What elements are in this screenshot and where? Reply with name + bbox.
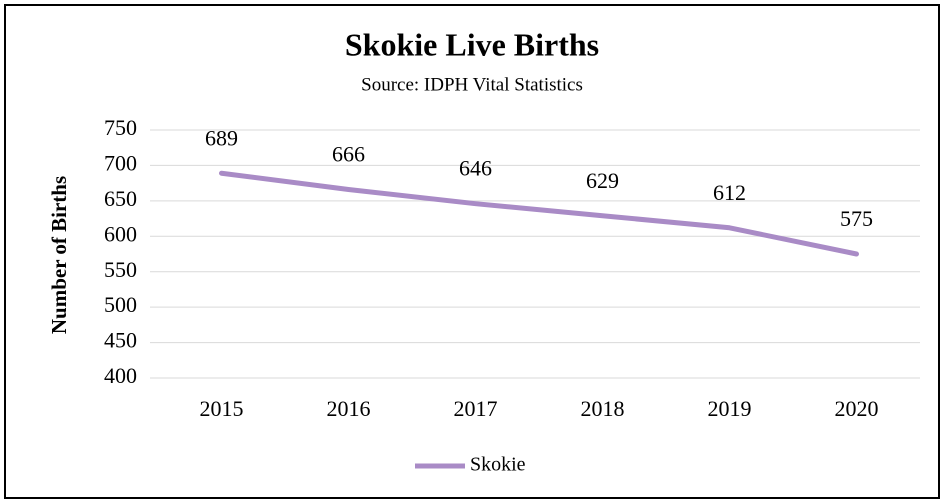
x-tick-label: 2020	[835, 396, 879, 421]
data-label: 612	[713, 180, 746, 205]
data-label: 666	[332, 142, 365, 167]
data-label: 629	[586, 168, 619, 193]
x-tick-label: 2017	[454, 396, 498, 421]
chart-border	[4, 4, 940, 499]
x-tick-label: 2019	[708, 396, 752, 421]
chart-subtitle: Source: IDPH Vital Statistics	[361, 74, 583, 95]
y-tick-label: 550	[104, 257, 137, 282]
y-tick-label: 750	[104, 115, 137, 140]
y-tick-label: 600	[104, 221, 137, 246]
y-axis-label: Number of Births	[47, 176, 71, 334]
y-tick-label: 450	[104, 328, 137, 353]
y-tick-label: 650	[104, 186, 137, 211]
x-tick-label: 2016	[327, 396, 371, 421]
data-label: 575	[840, 206, 873, 231]
data-label: 689	[205, 125, 238, 150]
chart-title: Skokie Live Births	[345, 26, 599, 62]
series-line	[219, 170, 859, 257]
y-tick-label: 500	[104, 292, 137, 317]
y-tick-label: 400	[104, 363, 137, 388]
x-tick-label: 2018	[581, 396, 625, 421]
x-tick-label: 2015	[200, 396, 244, 421]
data-label: 646	[459, 156, 492, 181]
y-tick-label: 700	[104, 150, 137, 175]
legend-label: Skokie	[470, 454, 526, 476]
